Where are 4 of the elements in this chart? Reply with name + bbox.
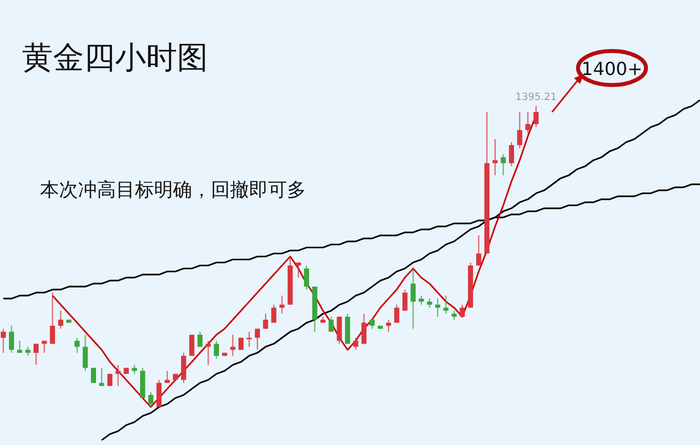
text: 本次冲高目标明确，回撤即可多: [40, 179, 306, 201]
chart-title: 黄金四小时图: [22, 40, 208, 76]
text: 1400+: [582, 59, 642, 80]
annotation: 1395.21: [515, 92, 557, 103]
